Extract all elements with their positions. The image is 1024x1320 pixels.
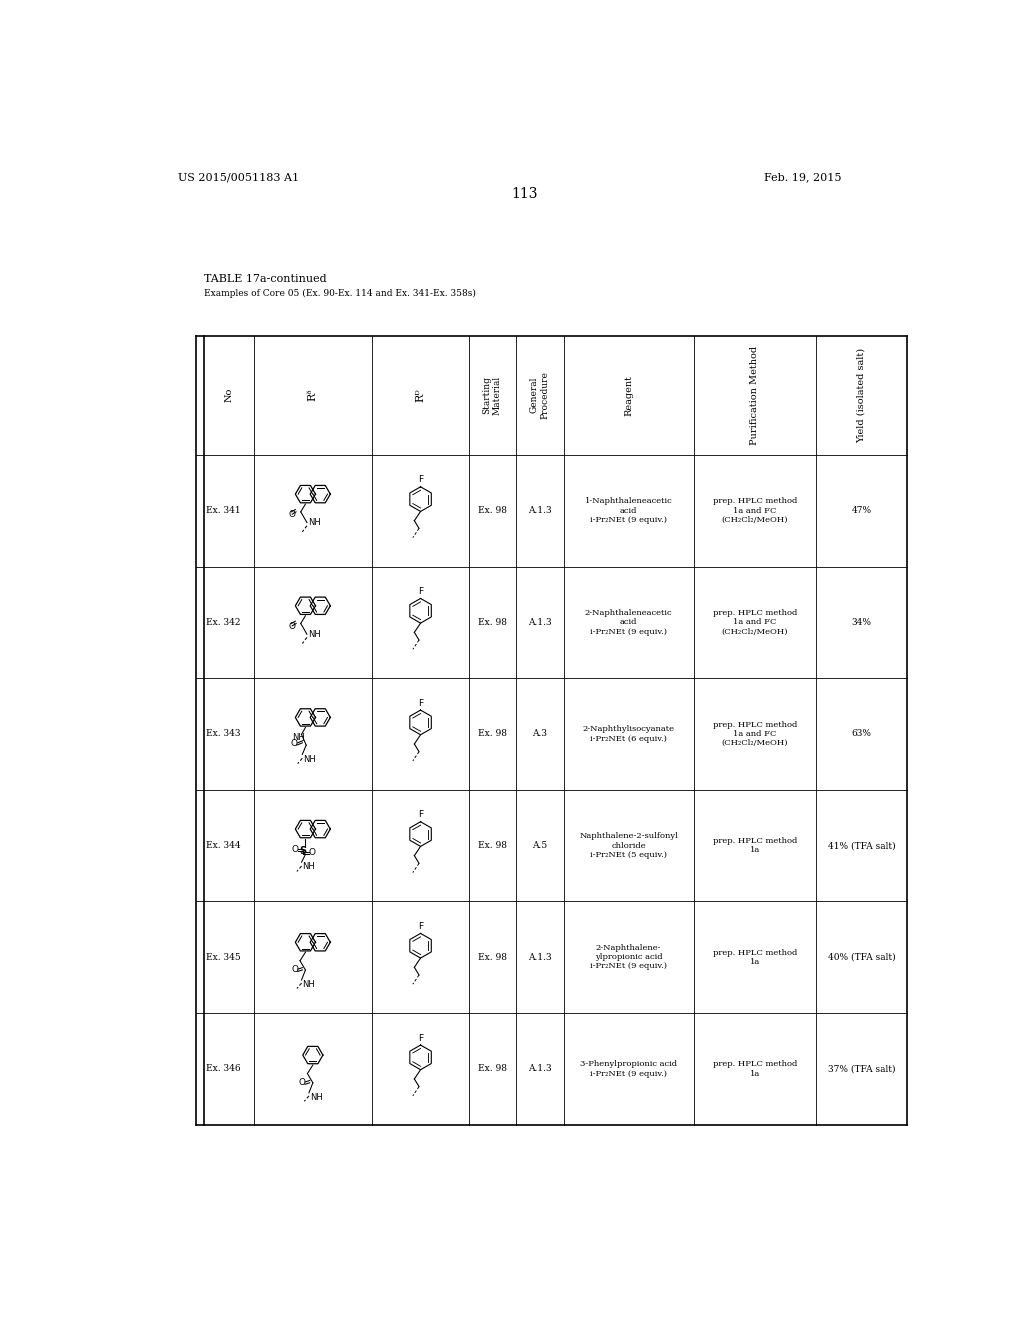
Text: Ex. 98: Ex. 98 (478, 953, 507, 962)
Text: O: O (289, 622, 296, 631)
Text: NH: NH (309, 1093, 323, 1102)
Text: Ex. 344: Ex. 344 (206, 841, 241, 850)
Text: A.3: A.3 (532, 730, 547, 738)
Text: A.1.3: A.1.3 (527, 618, 551, 627)
Text: Yield (isolated salt): Yield (isolated salt) (857, 347, 866, 442)
Text: O: O (289, 511, 296, 519)
Text: 63%: 63% (852, 730, 871, 738)
Text: A.1.3: A.1.3 (527, 953, 551, 962)
Text: Rᴰ: Rᴰ (416, 388, 426, 403)
Text: 34%: 34% (852, 618, 871, 627)
Text: NH: NH (308, 630, 322, 639)
Text: No: No (224, 388, 233, 403)
Text: Ex. 98: Ex. 98 (478, 506, 507, 515)
Text: O: O (308, 847, 315, 857)
Text: Ex. 346: Ex. 346 (206, 1064, 241, 1073)
Text: NH: NH (308, 519, 322, 527)
Text: 3-Phenylpropionic acid
i-Pr₂NEt (9 equiv.): 3-Phenylpropionic acid i-Pr₂NEt (9 equiv… (580, 1060, 677, 1077)
Text: Ex. 98: Ex. 98 (478, 1064, 507, 1073)
Text: O: O (290, 739, 297, 748)
Text: 37% (TFA salt): 37% (TFA salt) (827, 1064, 895, 1073)
Text: 2-Naphthylisocyanate
i-Pr₂NEt (6 equiv.): 2-Naphthylisocyanate i-Pr₂NEt (6 equiv.) (583, 726, 675, 743)
Text: Rᶞ: Rᶞ (308, 389, 317, 401)
Text: Ex. 98: Ex. 98 (478, 730, 507, 738)
Text: F: F (418, 810, 423, 820)
Text: General
Procedure: General Procedure (529, 371, 549, 420)
Text: F: F (418, 698, 423, 708)
Text: TABLE 17a-continued: TABLE 17a-continued (204, 275, 327, 284)
Text: O: O (291, 965, 298, 974)
Text: prep. HPLC method
1a and FC
(CH₂Cl₂/MeOH): prep. HPLC method 1a and FC (CH₂Cl₂/MeOH… (713, 498, 797, 524)
Text: Ex. 341: Ex. 341 (206, 506, 241, 515)
Text: NH: NH (302, 979, 315, 989)
Text: NH: NH (302, 862, 315, 871)
Text: Purification Method: Purification Method (751, 346, 760, 445)
Text: 2-Naphthalene-
ylpropionic acid
i-Pr₂NEt (9 equiv.): 2-Naphthalene- ylpropionic acid i-Pr₂NEt… (590, 944, 668, 970)
Text: prep. HPLC method
1a: prep. HPLC method 1a (713, 949, 797, 966)
Text: 1-Naphthaleneacetic
acid
i-Pr₂NEt (9 equiv.): 1-Naphthaleneacetic acid i-Pr₂NEt (9 equ… (585, 498, 673, 524)
Text: A.1.3: A.1.3 (527, 506, 551, 515)
Text: NH: NH (303, 755, 315, 764)
Text: US 2015/0051183 A1: US 2015/0051183 A1 (178, 173, 299, 182)
Text: Ex. 345: Ex. 345 (206, 953, 241, 962)
Text: Ex. 342: Ex. 342 (206, 618, 241, 627)
Text: Reagent: Reagent (625, 375, 633, 416)
Text: Ex. 343: Ex. 343 (206, 730, 241, 738)
Text: 2-Naphthaleneacetic
acid
i-Pr₂NEt (9 equiv.): 2-Naphthaleneacetic acid i-Pr₂NEt (9 equ… (585, 609, 673, 635)
Text: F: F (418, 1034, 423, 1043)
Text: NH: NH (292, 733, 305, 742)
Text: 41% (TFA salt): 41% (TFA salt) (827, 841, 895, 850)
Text: prep. HPLC method
1a: prep. HPLC method 1a (713, 1060, 797, 1077)
Text: Ex. 98: Ex. 98 (478, 618, 507, 627)
Text: 47%: 47% (852, 506, 871, 515)
Text: Ex. 98: Ex. 98 (478, 841, 507, 850)
Text: Starting
Material: Starting Material (482, 376, 502, 414)
Text: O: O (298, 1077, 305, 1086)
Text: A.1.3: A.1.3 (527, 1064, 551, 1073)
Text: F: F (418, 475, 423, 484)
Text: Feb. 19, 2015: Feb. 19, 2015 (764, 173, 841, 182)
Text: S: S (300, 846, 306, 855)
Text: F: F (418, 923, 423, 931)
Text: prep. HPLC method
1a: prep. HPLC method 1a (713, 837, 797, 854)
Text: 40% (TFA salt): 40% (TFA salt) (827, 953, 895, 962)
Text: A.5: A.5 (531, 841, 547, 850)
Text: O: O (291, 845, 298, 854)
Text: prep. HPLC method
1a and FC
(CH₂Cl₂/MeOH): prep. HPLC method 1a and FC (CH₂Cl₂/MeOH… (713, 721, 797, 747)
Text: Examples of Core 05 (Ex. 90-Ex. 114 and Ex. 341-Ex. 358s): Examples of Core 05 (Ex. 90-Ex. 114 and … (204, 289, 476, 298)
Text: F: F (418, 587, 423, 597)
Text: 113: 113 (512, 187, 538, 201)
Text: prep. HPLC method
1a and FC
(CH₂Cl₂/MeOH): prep. HPLC method 1a and FC (CH₂Cl₂/MeOH… (713, 609, 797, 635)
Text: Naphthalene-2-sulfonyl
chloride
i-Pr₂NEt (5 equiv.): Naphthalene-2-sulfonyl chloride i-Pr₂NEt… (580, 833, 678, 859)
